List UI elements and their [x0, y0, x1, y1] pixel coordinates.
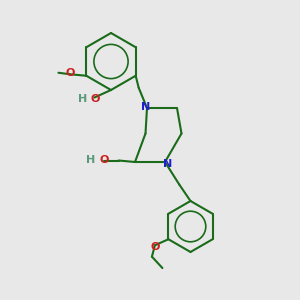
Text: O: O [66, 68, 75, 78]
Text: O: O [99, 154, 109, 165]
Text: H: H [78, 94, 87, 104]
Text: N: N [163, 159, 172, 170]
Text: H: H [86, 154, 95, 165]
Text: O: O [151, 242, 160, 252]
Text: O: O [90, 94, 100, 104]
Text: N: N [141, 101, 150, 112]
